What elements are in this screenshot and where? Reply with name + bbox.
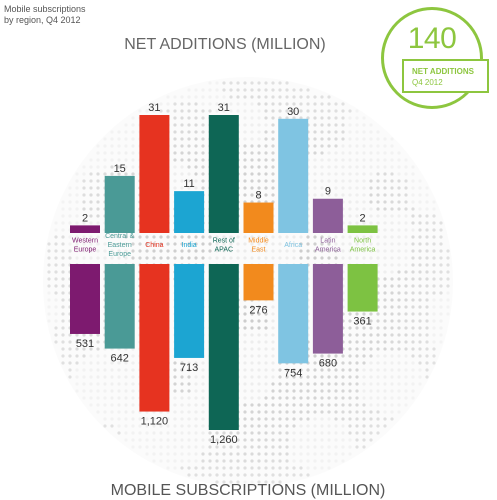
chart-subtitle: MOBILE SUBSCRIPTIONS (MILLION) <box>111 482 386 499</box>
region-label: Western Europe <box>72 238 98 254</box>
region-label: North America <box>350 238 376 254</box>
region-label: India <box>182 242 197 249</box>
net-additions-value-label: 30 <box>287 106 299 118</box>
chart-caption: Mobile subscriptions by region, Q4 2012 <box>4 4 124 26</box>
caption-line-1: Mobile subscriptions <box>4 4 86 14</box>
net-additions-bar <box>312 198 343 233</box>
subscriptions-bar <box>347 264 378 312</box>
subscriptions-value-label: 754 <box>284 367 302 379</box>
region-label-line: America <box>350 247 376 254</box>
subscriptions-value-label: 531 <box>76 338 94 350</box>
region-label: China <box>145 242 163 249</box>
total-badge-value: 140 <box>407 22 457 55</box>
subscriptions-bar <box>104 264 135 349</box>
subscriptions-bar <box>174 264 205 358</box>
subscriptions-bar <box>278 264 309 364</box>
net-additions-value-label: 2 <box>82 212 88 224</box>
region-label: Central & Eastern Europe <box>105 233 135 258</box>
subscriptions-value-label: 680 <box>319 358 337 370</box>
subscriptions-value-label: 1,120 <box>141 416 169 428</box>
net-additions-value-label: 11 <box>183 178 194 190</box>
region-label: Latin America <box>315 238 341 254</box>
region-label: Rest of APAC <box>213 238 235 254</box>
subscriptions-bar <box>208 264 239 430</box>
total-badge-label-box: NET ADDITIONS Q4 2012 <box>402 59 489 93</box>
chart-title: NET ADDITIONS (MILLION) <box>124 36 326 53</box>
net-additions-bar <box>70 225 100 233</box>
total-badge-period: Q4 2012 <box>412 78 443 87</box>
region-label-line: North <box>354 238 371 245</box>
region-label-line: India <box>182 242 197 249</box>
net-additions-value-label: 31 <box>218 102 230 114</box>
subscriptions-bar <box>139 264 170 412</box>
region-label-line: Eastern <box>108 242 132 249</box>
net-additions-bar <box>139 115 170 233</box>
region-label-line: Central & <box>105 233 135 240</box>
subscriptions-value-label: 361 <box>353 316 371 328</box>
net-additions-bar <box>278 118 309 233</box>
subscriptions-bar <box>243 264 274 301</box>
net-additions-value-label: 9 <box>325 186 331 198</box>
net-additions-value-label: 31 <box>148 102 160 114</box>
subscriptions-value-label: 713 <box>180 362 198 374</box>
region-label: Africa <box>284 242 302 249</box>
region-label-line: East <box>251 247 265 254</box>
subscriptions-bar <box>312 264 343 354</box>
net-additions-bar <box>208 115 239 233</box>
subscriptions-value-label: 1,260 <box>210 434 238 446</box>
region-label-line: Rest of <box>213 238 235 245</box>
net-additions-bar <box>104 175 135 233</box>
net-additions-value-label: 8 <box>255 190 261 202</box>
region-label-line: Western <box>72 238 98 245</box>
subscriptions-bar <box>70 264 100 334</box>
net-additions-value-label: 15 <box>114 163 126 175</box>
region-label-line: Europe <box>108 251 131 258</box>
region-label: Middle East <box>248 238 269 254</box>
region-label-line: APAC <box>215 247 234 254</box>
region-label-line: America <box>315 247 341 254</box>
region-label-line: China <box>145 242 163 249</box>
total-badge: 140 MILLION <box>381 7 483 109</box>
subscriptions-value-label: 276 <box>249 304 267 316</box>
subscriptions-value-label: 642 <box>111 353 129 365</box>
total-badge-label: NET ADDITIONS <box>412 67 474 76</box>
net-additions-value-label: 2 <box>360 212 366 224</box>
region-label-line: Middle <box>248 238 269 245</box>
net-additions-bar <box>347 225 378 233</box>
region-label-line: Latin <box>320 238 335 245</box>
region-label-line: Europe <box>74 247 97 254</box>
net-additions-bar <box>243 202 274 233</box>
region-label-line: Africa <box>284 242 302 249</box>
net-additions-bar <box>174 191 205 233</box>
caption-line-2: by region, Q4 2012 <box>4 15 81 25</box>
